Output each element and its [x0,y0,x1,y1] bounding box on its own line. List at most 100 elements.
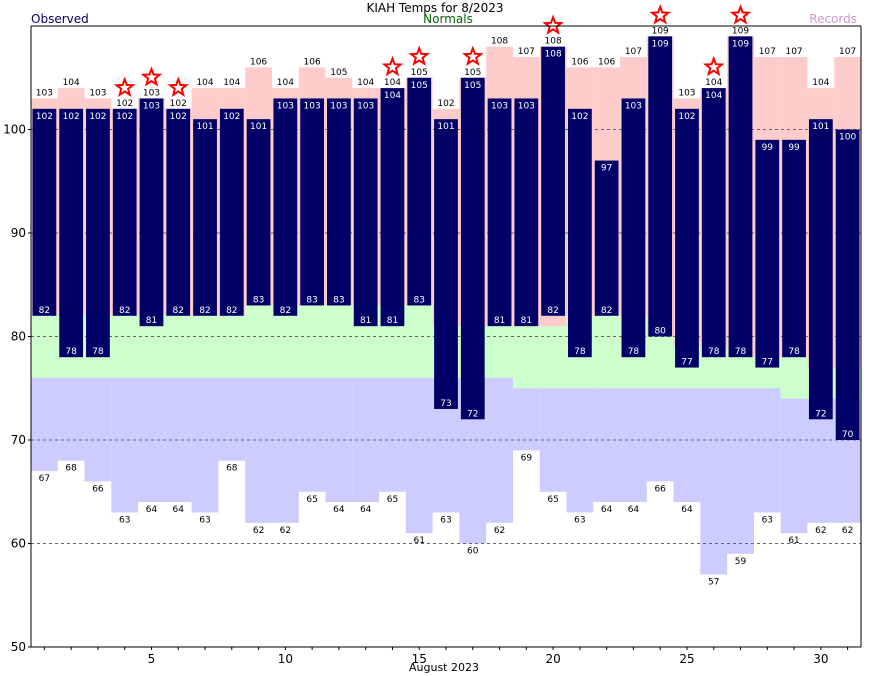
y-tick-label-60: 60 [11,537,26,551]
x-tick-label-5: 5 [148,652,156,666]
record-high-label-day-26: 104 [705,78,722,88]
record-low-label-day-30: 62 [815,526,826,536]
observed-low-label-day-27: 78 [735,347,747,357]
record-star-day-15 [408,45,430,66]
observed-bar-day-15 [407,77,432,306]
observed-low-label-day-8: 82 [226,306,237,316]
normal-band-day-15 [405,305,433,378]
record-star-day-4 [113,76,136,98]
normal-band-day-18 [486,326,513,378]
below-normal-band-day-21 [566,388,594,513]
observed-low-label-day-20: 82 [547,306,558,316]
observed-bar-day-4 [112,108,137,316]
observed-high-label-day-5: 103 [143,101,160,111]
below-normal-band-day-1 [31,377,58,472]
observed-high-label-day-13: 103 [357,101,374,111]
observed-low-label-day-3: 78 [92,347,104,357]
observed-low-label-day-23: 78 [628,347,640,357]
observed-high-label-day-23: 103 [625,101,642,111]
below-normal-band-day-10 [271,377,299,523]
observed-low-label-day-17: 72 [467,409,478,419]
record-high-label-day-31: 107 [839,47,856,57]
observed-high-label-day-18: 103 [491,101,508,111]
below-normal-band-day-14 [379,377,406,492]
observed-low-label-day-18: 81 [494,316,505,326]
below-normal-band-day-29 [780,398,808,534]
record-high-label-day-9: 106 [250,57,267,67]
observed-bar-day-8 [219,108,244,316]
record-high-label-day-20: 108 [545,37,562,47]
y-tick-label-90: 90 [11,226,26,240]
record-high-label-day-14: 104 [384,78,401,88]
record-low-label-day-12: 64 [333,505,345,515]
observed-bar-day-3 [86,108,110,358]
record-low-label-day-27: 59 [735,557,747,567]
observed-high-label-day-19: 103 [518,101,535,111]
record-low-label-day-7: 63 [199,515,210,525]
observed-high-label-day-6: 102 [170,112,187,122]
record-star-day-5 [140,66,163,87]
observed-bar-day-21 [567,108,592,358]
record-low-label-day-14: 65 [387,495,398,505]
observed-low-label-day-28: 77 [762,358,773,368]
observed-high-label-day-9: 101 [250,122,267,132]
record-high-label-day-7: 104 [196,78,213,88]
record-star-day-27 [729,4,752,25]
observed-low-label-day-9: 83 [253,295,264,305]
observed-high-label-day-20: 108 [545,50,562,60]
observed-high-label-day-11: 103 [304,101,321,111]
below-normal-band-day-22 [593,388,621,503]
observed-bar-day-31 [835,129,860,440]
below-normal-band-day-25 [673,388,701,503]
record-star-day-14 [381,55,404,77]
record-high-label-day-17: 105 [464,68,481,78]
below-normal-band-day-23 [620,388,647,503]
record-low-label-day-2: 68 [65,464,77,474]
record-high-label-day-28: 107 [759,47,776,57]
y-tick-label-70: 70 [11,433,26,447]
record-low-label-day-10: 62 [280,526,291,536]
observed-bar-day-5 [139,98,164,327]
normal-band-day-8 [218,315,246,378]
record-high-label-day-13: 104 [357,78,374,88]
normal-band-day-22 [593,315,621,389]
observed-low-label-day-14: 81 [387,316,398,326]
record-high-label-day-21: 106 [571,57,588,67]
observed-low-label-day-24: 80 [654,327,666,337]
normal-band-day-10 [271,305,299,378]
observed-bar-day-12 [327,98,351,306]
observed-bar-day-26 [701,88,726,358]
observed-bar-day-30 [808,119,833,420]
observed-high-label-day-16: 101 [437,122,454,132]
x-tick-label-30: 30 [813,652,828,666]
record-low-label-day-6: 64 [173,505,185,515]
observed-bar-day-16 [434,119,458,409]
observed-bar-day-18 [487,98,512,327]
observed-bar-day-11 [300,98,325,306]
record-low-label-day-28: 63 [762,515,773,525]
observed-low-label-day-19: 81 [521,316,532,326]
observed-high-label-day-17: 105 [464,81,481,91]
record-low-label-day-3: 66 [92,484,104,494]
observed-high-label-day-28: 99 [762,143,774,153]
below-normal-band-day-3 [84,377,112,482]
below-normal-band-day-9 [245,377,272,523]
below-normal-band-day-11 [298,377,326,492]
x-tick-label-15: 15 [412,652,427,666]
record-low-label-day-29: 61 [788,536,799,546]
record-low-label-day-15: 61 [413,536,424,546]
record-low-label-day-13: 64 [360,505,372,515]
observed-high-label-day-24: 109 [652,39,669,49]
legend-observed: Observed [31,12,89,26]
below-normal-band-day-7 [191,377,219,513]
observed-low-label-day-21: 78 [574,347,586,357]
observed-high-label-day-10: 103 [277,101,294,111]
normal-band-day-19 [512,326,540,389]
record-star-day-26 [703,55,725,77]
legend-normals: Normals [423,12,473,26]
observed-low-label-day-11: 83 [306,295,317,305]
observed-low-label-day-25: 77 [681,358,692,368]
observed-low-label-day-13: 81 [360,316,371,326]
record-low-label-day-17: 60 [467,547,479,557]
normal-band-day-1 [31,315,58,378]
